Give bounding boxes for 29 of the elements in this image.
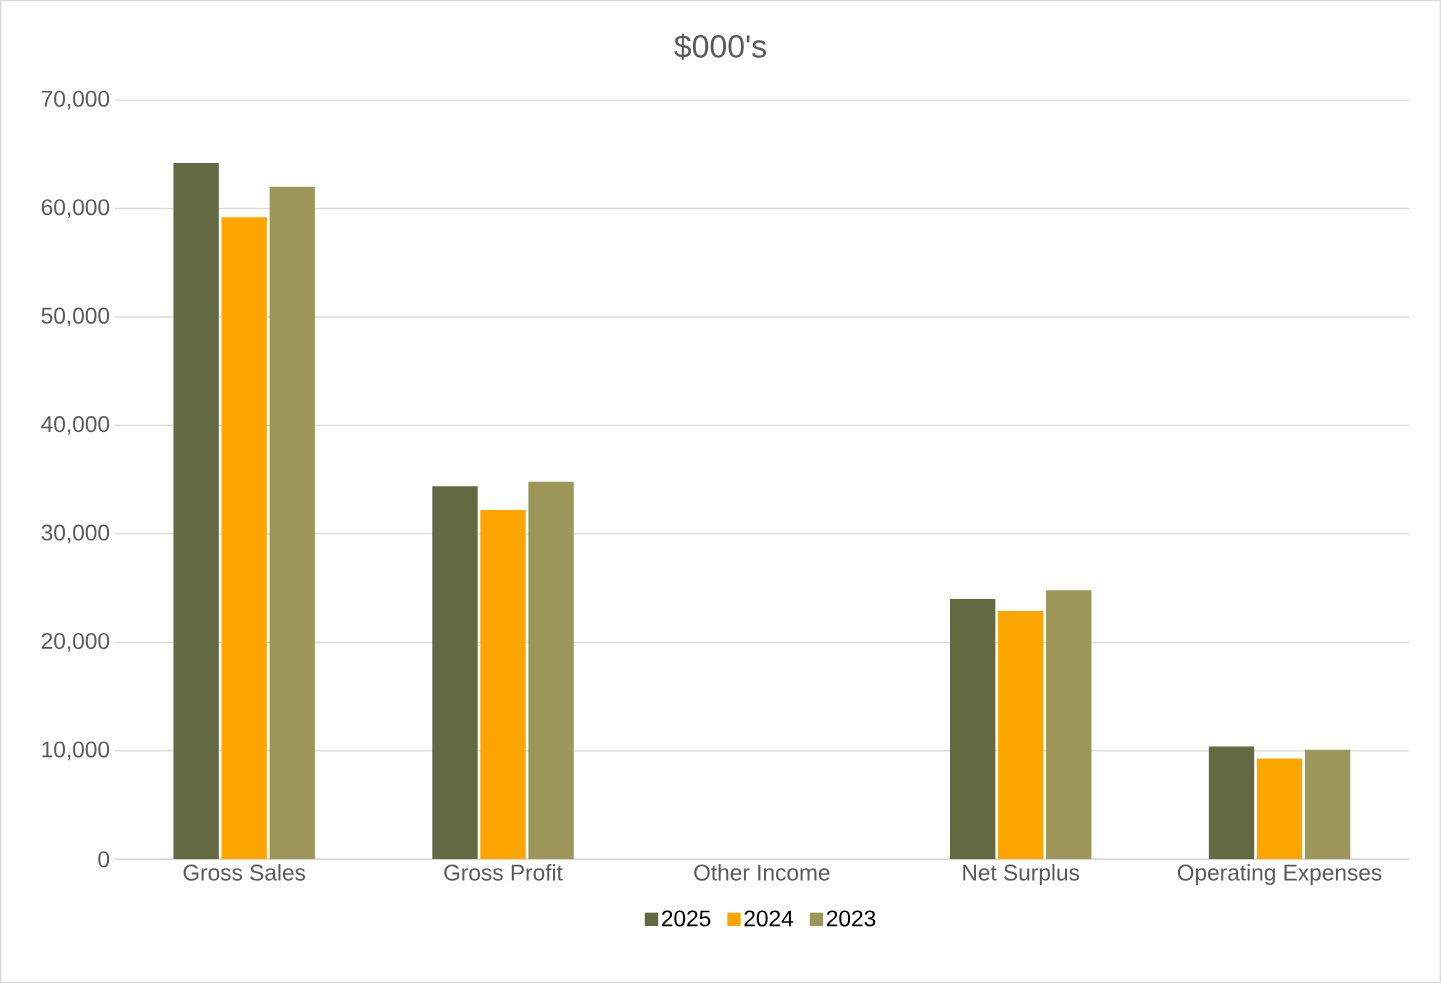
y-tick-label: 70,000	[41, 90, 110, 110]
y-tick-label: 20,000	[41, 632, 110, 652]
bar	[221, 217, 267, 860]
y-tick-label: 50,000	[41, 307, 110, 327]
legend-label: 2024	[744, 910, 794, 927]
y-tick-label: 60,000	[41, 198, 110, 218]
bar	[998, 610, 1044, 860]
bar	[1256, 758, 1303, 860]
y-tick-label: 40,000	[41, 415, 110, 435]
bar	[528, 481, 574, 860]
bar	[1304, 749, 1351, 860]
bar	[1046, 590, 1092, 860]
y-tick-label: 0	[98, 851, 110, 868]
bar	[269, 186, 315, 860]
y-tick-label: 30,000	[41, 524, 110, 544]
bar	[480, 509, 526, 860]
chart-title: $000's	[674, 33, 767, 60]
y-tick-label: 10,000	[42, 741, 110, 761]
x-tick-label: Other Income	[694, 863, 830, 881]
x-tick-label: Gross Profit	[444, 863, 563, 881]
x-tick-label: Net Surplus	[963, 863, 1080, 885]
bar	[949, 598, 996, 860]
bar	[173, 162, 219, 860]
x-tick-label: Gross Sales	[183, 863, 306, 881]
x-tick-label: Operating Expenses	[1177, 863, 1382, 885]
legend-label: 2023	[826, 910, 876, 927]
bar	[432, 486, 478, 860]
bar	[1208, 746, 1255, 860]
legend-label: 2025	[661, 910, 711, 927]
